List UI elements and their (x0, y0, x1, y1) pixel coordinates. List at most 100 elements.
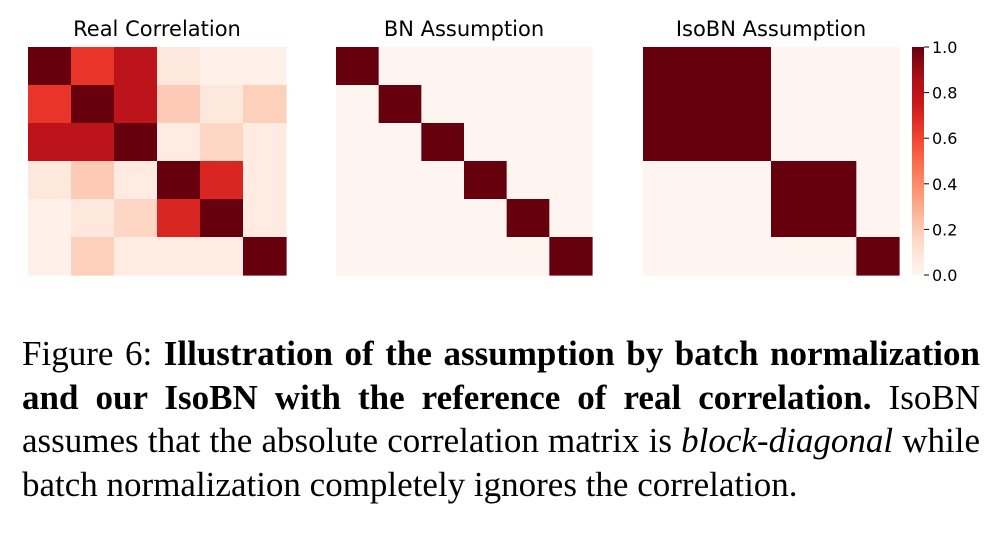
heatmap-cell (464, 199, 508, 238)
heatmap-cell (71, 47, 115, 86)
heatmap-cell (421, 47, 465, 86)
heatmap-title: IsoBN Assumption (676, 17, 866, 41)
heatmap-cell (157, 161, 201, 200)
heatmap-panels: Real Correlation BN Assumption IsoBN Assum… (28, 17, 900, 276)
heatmap-cell (157, 199, 201, 238)
heatmap-cell (336, 123, 380, 162)
caption-prefix: Figure 6: (22, 334, 164, 373)
heatmap-cell (378, 123, 422, 162)
heatmap-cell (243, 85, 287, 124)
heatmap-cell (200, 199, 244, 238)
heatmap-panel: Real Correlation (28, 17, 287, 276)
heatmap-panel: IsoBN Assumption (643, 17, 900, 276)
heatmap-cell (421, 123, 465, 162)
heatmap-cell (114, 47, 158, 86)
heatmap-cell (685, 85, 729, 124)
heatmap-cell (200, 161, 244, 200)
heatmap-cell (643, 47, 687, 86)
colorbar-tick-label: 0.2 (932, 220, 957, 239)
caption-italic-text: block-diagonal (681, 421, 894, 460)
heatmap-cell (378, 47, 422, 86)
heatmap-cell (464, 237, 508, 276)
heatmap-cell (685, 237, 729, 276)
heatmap-cell (71, 123, 115, 162)
heatmap-cell (728, 85, 772, 124)
heatmap-cell (464, 85, 508, 124)
heatmap-cell (243, 199, 287, 238)
heatmap-cell (549, 199, 593, 238)
heatmap-cell (421, 237, 465, 276)
heatmap-panel: BN Assumption (336, 17, 593, 276)
heatmap-cell (685, 47, 729, 86)
heatmap-cell (643, 161, 687, 200)
heatmap-cell (421, 161, 465, 200)
heatmap-cell (336, 85, 380, 124)
heatmap-cell (243, 47, 287, 86)
figure-caption: Figure 6: Illustration of the assumption… (22, 332, 980, 506)
heatmap-cell (28, 199, 72, 238)
caption-text-1: IsoBN assumes that the absolute correlat… (22, 377, 980, 461)
heatmap-cell (856, 199, 900, 238)
heatmap-cell (243, 237, 287, 276)
heatmap-cell (771, 123, 815, 162)
heatmap-cell (378, 85, 422, 124)
heatmap-figure: Real Correlation BN Assumption IsoBN Assum… (28, 17, 957, 285)
heatmap-cell (71, 199, 115, 238)
heatmap-cell (506, 123, 550, 162)
heatmap-cell (728, 237, 772, 276)
heatmap-cell (28, 47, 72, 86)
heatmap-cell (685, 123, 729, 162)
heatmap-cell (728, 123, 772, 162)
heatmap-cell (728, 161, 772, 200)
heatmap-cell (114, 123, 158, 162)
heatmap-cell (813, 85, 857, 124)
heatmap-cell (157, 123, 201, 162)
heatmap-cell (856, 123, 900, 162)
heatmap-cell (771, 161, 815, 200)
colorbar-tick-label: 0.8 (932, 84, 957, 103)
heatmap-cell (114, 237, 158, 276)
heatmap-cell (549, 237, 593, 276)
heatmap-cell (243, 161, 287, 200)
heatmap-cell (549, 161, 593, 200)
heatmap-cell (813, 47, 857, 86)
heatmap-cell (464, 47, 508, 86)
heatmap-cell (336, 161, 380, 200)
colorbar-tick-label: 0.6 (932, 129, 957, 148)
colorbar-tick-label: 1.0 (932, 38, 957, 57)
colorbar-tick-label: 0.4 (932, 175, 957, 194)
heatmap-cell (28, 237, 72, 276)
heatmap-cell (549, 85, 593, 124)
heatmap-cell (856, 47, 900, 86)
heatmap-cell (549, 47, 593, 86)
heatmap-cell (71, 237, 115, 276)
heatmap-cell (336, 237, 380, 276)
heatmap-cell (71, 161, 115, 200)
heatmap-cell (71, 85, 115, 124)
heatmap-cell (114, 199, 158, 238)
heatmap-cell (813, 199, 857, 238)
heatmap-cell (813, 161, 857, 200)
heatmap-cell (243, 123, 287, 162)
heatmap-cell (771, 199, 815, 238)
heatmap-cell (506, 47, 550, 86)
heatmap-cell (643, 237, 687, 276)
heatmap-cell (685, 161, 729, 200)
heatmap-cell (421, 199, 465, 238)
heatmap-cell (378, 237, 422, 276)
heatmap-cell (378, 199, 422, 238)
heatmap-cell (856, 85, 900, 124)
heatmap-cell (28, 85, 72, 124)
heatmap-cell (378, 161, 422, 200)
heatmap-cell (200, 123, 244, 162)
heatmap-cell (771, 47, 815, 86)
heatmap-cell (685, 199, 729, 238)
heatmap-cell (643, 85, 687, 124)
heatmap-cell (157, 47, 201, 86)
heatmap-cell (813, 123, 857, 162)
heatmap-cell (200, 85, 244, 124)
heatmap-cell (28, 123, 72, 162)
heatmap-cell (643, 123, 687, 162)
heatmap-cell (464, 123, 508, 162)
heatmap-cell (336, 199, 380, 238)
